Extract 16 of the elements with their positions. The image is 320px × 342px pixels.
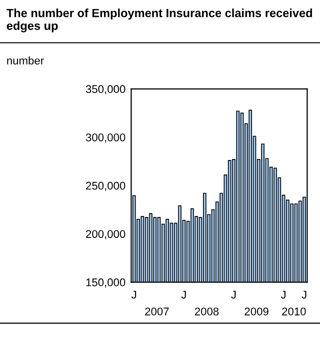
x-tick-label: J xyxy=(132,290,136,299)
x-tick-label: J xyxy=(280,290,286,299)
chart-title: The number of Employment Insurance claims received edges up xyxy=(6,8,312,32)
x-tick-label: J xyxy=(181,290,186,299)
y-tick-label: 300,000 xyxy=(86,133,126,143)
x-tick-label: J xyxy=(302,290,306,299)
y-axis-title: number xyxy=(7,56,44,65)
x-tick-label: J xyxy=(231,290,236,299)
text: 2008 xyxy=(194,308,219,316)
text: 2007 xyxy=(145,308,169,316)
y-tick-label: 150,000 xyxy=(86,278,126,288)
y-tick-label: 200,000 xyxy=(86,230,126,240)
y-tick-label: 250,000 xyxy=(86,182,126,191)
y-tick-label: 350,000 xyxy=(86,85,126,94)
text: 2010 xyxy=(282,308,306,316)
text: 2009 xyxy=(244,308,268,316)
